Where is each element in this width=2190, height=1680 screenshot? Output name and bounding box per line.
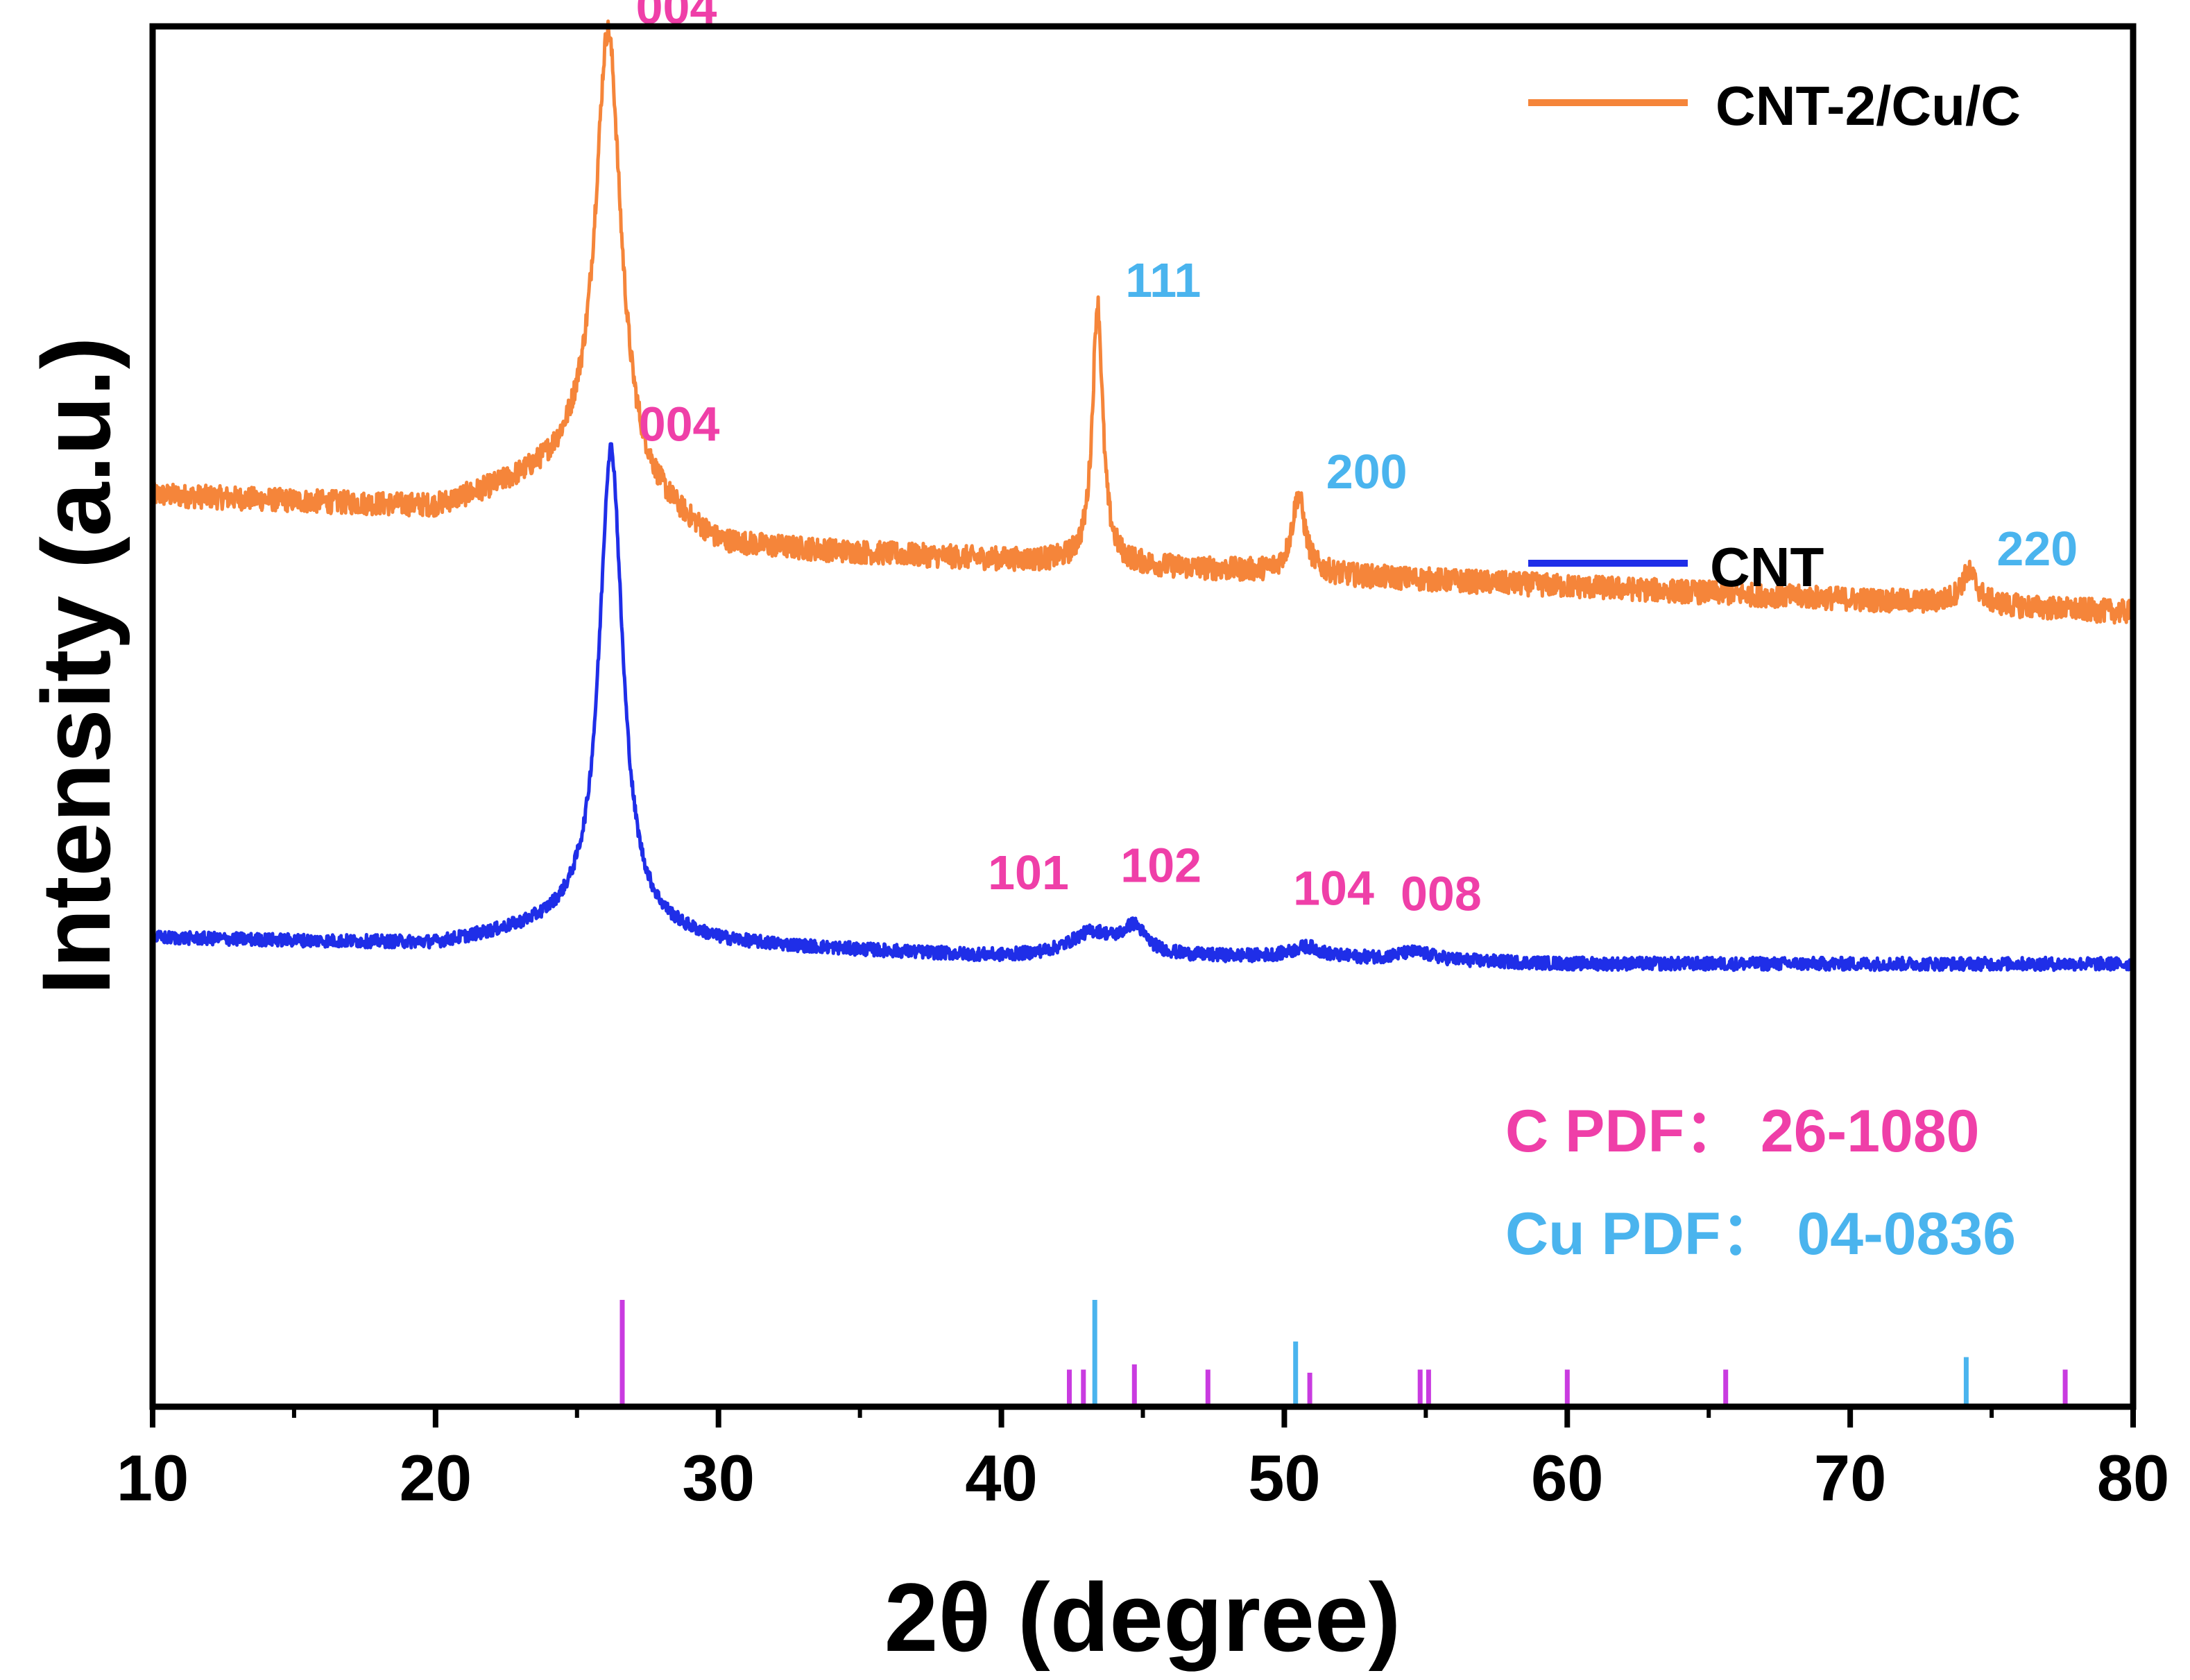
peak-label-cnt-004: 004 xyxy=(639,397,720,451)
x-axis-title: 2θ (degree) xyxy=(884,1563,1401,1672)
series-line-cnt xyxy=(151,442,2135,972)
legend-label-cnt-2-cu-c: CNT-2/Cu/C xyxy=(1716,75,2021,137)
peak-label-cnt-008: 008 xyxy=(1401,866,1482,920)
peak-label-cnt-2-cu-c-220: 220 xyxy=(1996,522,2078,576)
peak-label-cnt-102: 102 xyxy=(1120,839,1201,893)
x-ticks: 10 20 30 40 50 60 70 80 xyxy=(117,1407,2170,1514)
legend: CNT-2/Cu/C CNT xyxy=(1528,75,2021,598)
x-tick-label-50: 50 xyxy=(1248,1441,1321,1514)
reference-lines xyxy=(619,1300,2068,1404)
x-tick-label-30: 30 xyxy=(682,1441,755,1514)
y-axis-title: Intensity (a.u.) xyxy=(22,337,130,995)
pdf-reference-text: C PDF： 26-1080 Cu PDF： 04-0836 xyxy=(1505,1098,2016,1267)
x-tick-label-10: 10 xyxy=(117,1441,189,1514)
x-tick-label-80: 80 xyxy=(2097,1441,2170,1514)
x-tick-label-70: 70 xyxy=(1814,1441,1887,1514)
peak-label-cnt-2-cu-c-200: 200 xyxy=(1326,445,1408,499)
series-group xyxy=(151,19,2135,972)
peak-label-cnt-2-cu-c-111: 111 xyxy=(1125,253,1201,307)
axes xyxy=(149,23,2137,1410)
legend-label-cnt: CNT xyxy=(1710,536,1824,598)
pdf-label-cu: Cu PDF： 04-0836 xyxy=(1505,1201,2016,1267)
x-tick-label-40: 40 xyxy=(965,1441,1038,1514)
x-tick-label-60: 60 xyxy=(1531,1441,1604,1514)
peak-label-cnt-101: 101 xyxy=(988,846,1069,900)
pdf-label-c: C PDF： 26-1080 xyxy=(1505,1098,1980,1165)
x-tick-label-20: 20 xyxy=(400,1441,472,1514)
peak-label-cnt-104: 104 xyxy=(1293,862,1374,916)
series-line-cnt-2-cu-c xyxy=(151,19,2135,625)
plot-frame xyxy=(149,23,2137,1410)
